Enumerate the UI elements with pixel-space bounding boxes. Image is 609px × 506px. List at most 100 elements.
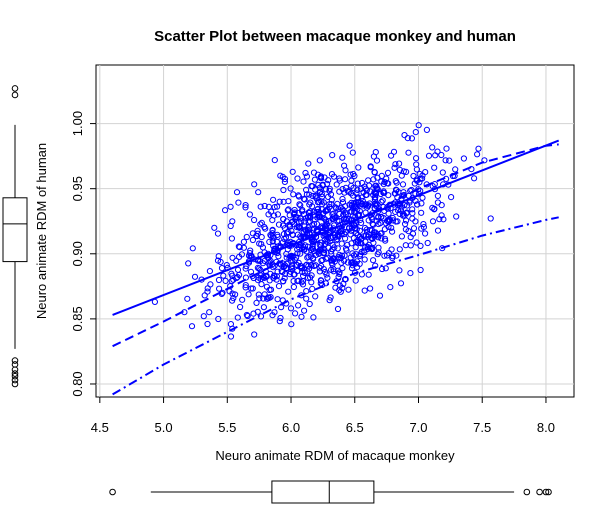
data-point [240,238,247,245]
data-point [271,262,278,269]
data-point [278,267,285,275]
data-point [310,169,318,176]
data-point [303,173,310,180]
data-point [375,234,382,241]
data-point [227,222,234,230]
data-point [383,175,390,182]
data-point [370,153,377,160]
data-point [354,186,361,193]
data-point [412,129,419,136]
data-point [429,144,436,151]
data-point [301,218,308,225]
x-box-body [271,480,375,504]
data-point [413,239,420,246]
data-point [216,285,223,292]
data-point [381,252,388,259]
data-point [319,193,326,200]
data-point [295,302,302,309]
data-point [351,203,358,210]
y-tick-label: 1.00 [70,111,85,136]
data-point [397,280,405,287]
data-point [423,126,430,133]
data-point [242,204,249,211]
data-point [418,200,425,207]
data-point [318,224,325,231]
data-point [341,162,348,169]
data-point [411,180,418,187]
data-point [410,172,417,180]
data-point [387,284,394,291]
data-point [281,262,289,269]
data-point [396,160,403,167]
data-point [271,204,278,211]
data-point [204,285,211,292]
data-point [452,166,459,173]
data-point [309,222,316,229]
data-point [364,204,371,211]
data-point [215,253,222,260]
data-point [297,215,304,222]
x-box-outlier [109,488,116,496]
data-point [422,169,429,176]
data-point [414,201,421,208]
x-box-outlier [536,488,543,496]
data-point [367,285,374,292]
data-point [324,180,331,187]
data-point [374,186,381,193]
y-boxplot [2,85,28,388]
data-point [274,268,281,275]
data-point [350,259,357,266]
data-point [287,185,294,192]
data-point [342,235,349,242]
y-box-outlier [11,370,19,377]
data-point [347,171,354,178]
data-point [265,260,272,267]
data-point [234,266,242,273]
x-tick-label: 5.5 [218,420,236,435]
x-tick-label: 6.0 [282,420,300,435]
data-point [265,203,272,210]
data-point [380,188,387,195]
data-point [318,214,325,221]
data-point [446,157,453,164]
data-point [306,300,313,308]
data-point [399,181,407,188]
data-point [371,201,378,208]
data-point [236,244,243,251]
data-point [365,177,372,184]
y-tick-label: 0.80 [70,371,85,396]
data-point [320,266,327,273]
data-point [409,206,416,213]
data-point [326,201,333,208]
data-point [228,235,235,242]
data-point [340,212,347,219]
data-point [218,265,226,272]
data-point [274,203,281,210]
data-points [151,122,494,340]
data-point [273,273,280,280]
data-point [336,177,343,184]
data-point [378,198,385,206]
data-point [348,259,355,266]
data-point [229,290,236,297]
data-point [358,219,365,226]
data-point [280,215,287,223]
data-point [282,234,290,241]
data-point [319,181,326,188]
data-point [185,260,192,267]
data-point [378,230,385,237]
data-point [322,186,330,193]
data-point [258,234,265,241]
data-point [215,315,222,323]
data-point [275,253,282,260]
data-point [325,244,332,251]
data-point [349,205,356,212]
data-point [242,282,249,289]
data-point [316,157,323,164]
data-point [305,160,312,167]
data-point [320,199,327,206]
data-point [296,201,303,208]
data-point [332,204,339,211]
data-point [204,288,211,295]
